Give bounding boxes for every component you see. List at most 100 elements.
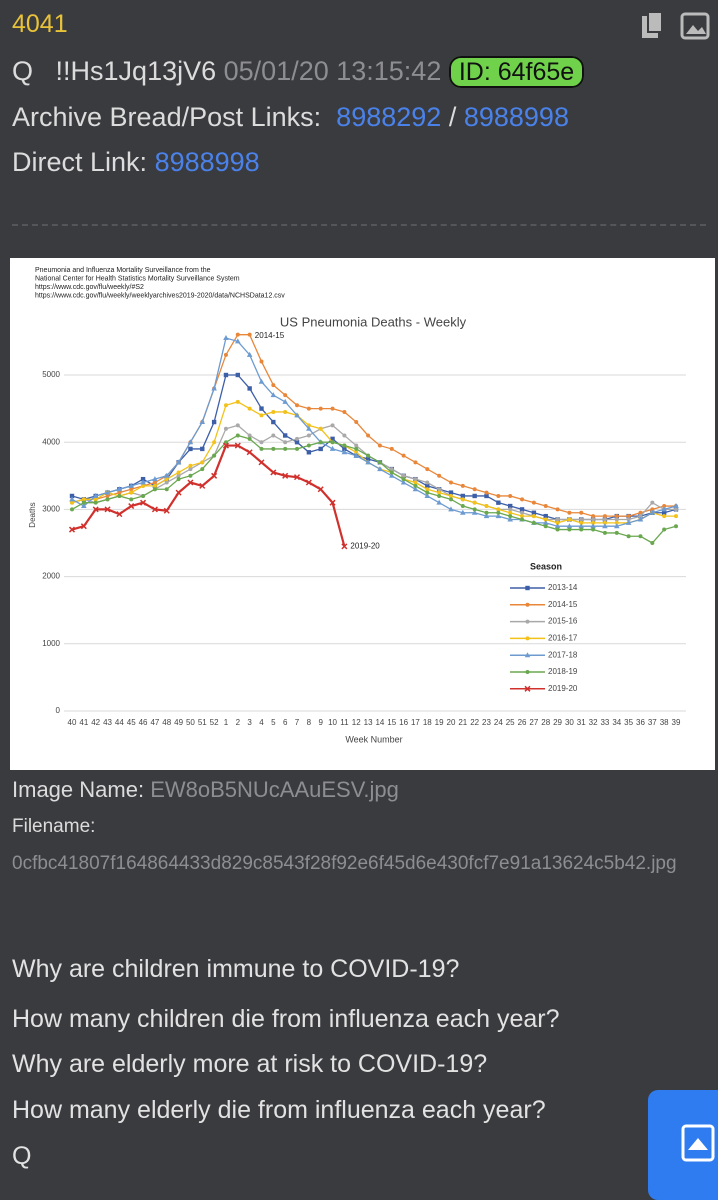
- point: [70, 500, 74, 505]
- legend-label: 2015-16: [548, 617, 578, 626]
- point: [140, 476, 146, 482]
- point: [626, 514, 631, 519]
- point: [93, 497, 98, 502]
- point: [305, 479, 312, 486]
- x-tick-label: 9: [318, 718, 323, 727]
- x-tick-label: 29: [553, 718, 562, 727]
- image-icon[interactable]: [680, 12, 710, 40]
- point: [271, 409, 276, 414]
- x-tick-label: 24: [494, 718, 503, 727]
- point: [542, 519, 549, 525]
- separator-line: [12, 224, 706, 226]
- point: [484, 493, 489, 499]
- point: [448, 493, 453, 498]
- point: [613, 523, 620, 529]
- point: [104, 489, 111, 495]
- point: [508, 507, 513, 512]
- chart-image[interactable]: Pneumonia and Influenza Mortality Survei…: [10, 258, 715, 770]
- point: [401, 473, 406, 478]
- point: [460, 509, 466, 515]
- point: [401, 453, 406, 458]
- point: [520, 497, 525, 502]
- point: [460, 504, 465, 509]
- point: [129, 490, 134, 495]
- x-tick-label: 51: [198, 718, 207, 727]
- point: [294, 440, 300, 445]
- point: [366, 453, 371, 458]
- legend-label: 2018-19: [548, 667, 578, 676]
- x-tick-label: 35: [624, 718, 633, 727]
- annotation: 2014-15: [255, 331, 285, 340]
- point: [188, 463, 193, 468]
- point: [342, 433, 347, 438]
- point: [543, 504, 548, 509]
- legend-label: 2017-18: [548, 650, 578, 659]
- point: [128, 482, 135, 488]
- chart-title: US Pneumonia Deaths - Weekly: [280, 314, 467, 329]
- point: [602, 520, 607, 525]
- x-tick-label: 39: [672, 718, 681, 727]
- point: [259, 440, 264, 445]
- archive-link[interactable]: 8988292: [336, 102, 442, 132]
- x-tick-label: 18: [423, 718, 432, 727]
- point: [472, 507, 477, 512]
- point: [377, 466, 383, 472]
- x-tick-label: 22: [470, 718, 479, 727]
- point: [413, 460, 418, 465]
- point: [164, 477, 169, 482]
- y-tick-label: 5000: [42, 370, 60, 379]
- point: [140, 479, 146, 485]
- point: [247, 436, 252, 441]
- scroll-button[interactable]: [648, 1090, 718, 1200]
- point: [602, 530, 607, 535]
- x-tick-label: 19: [435, 718, 444, 727]
- annotation: 2019-20: [350, 541, 380, 550]
- post-id[interactable]: ID: 64f65e: [448, 56, 585, 88]
- image-name[interactable]: EW8oB5NUcAAuESV.jpg: [150, 777, 399, 802]
- point: [342, 443, 347, 448]
- point: [437, 473, 442, 478]
- point: [295, 446, 300, 451]
- x-tick-label: 21: [458, 718, 467, 727]
- point: [354, 443, 359, 448]
- point: [567, 510, 572, 515]
- y-tick-label: 0: [56, 706, 61, 715]
- point: [117, 490, 122, 495]
- archive-link[interactable]: 8988998: [463, 102, 569, 132]
- point: [437, 493, 442, 498]
- point: [354, 420, 359, 425]
- point: [436, 499, 442, 505]
- point: [282, 433, 288, 438]
- point: [92, 492, 99, 498]
- point: [614, 517, 619, 522]
- point: [413, 480, 418, 485]
- point: [152, 480, 157, 485]
- x-tick-label: 2: [236, 718, 241, 727]
- point: [425, 487, 430, 492]
- point: [306, 450, 312, 455]
- point: [306, 443, 311, 448]
- x-tick-label: 34: [612, 718, 621, 727]
- x-tick-label: 17: [411, 718, 420, 727]
- y-tick-label: 4000: [42, 437, 60, 446]
- point: [377, 443, 382, 448]
- separator: /: [448, 102, 457, 132]
- direct-link[interactable]: 8988998: [154, 147, 260, 177]
- point: [306, 425, 312, 431]
- x-axis-label: Week Number: [345, 734, 402, 744]
- point: [437, 487, 442, 492]
- point: [246, 351, 253, 357]
- signature: Q: [12, 1142, 32, 1170]
- point: [81, 497, 86, 502]
- point: [508, 510, 513, 515]
- point: [235, 399, 240, 404]
- chart: Pneumonia and Influenza Mortality Survei…: [28, 267, 686, 744]
- point: [661, 506, 667, 512]
- x-tick-label: 42: [91, 718, 100, 727]
- point: [200, 467, 205, 472]
- x-tick-label: 7: [295, 718, 300, 727]
- legend-label: 2016-17: [548, 634, 578, 643]
- point: [365, 459, 371, 465]
- x-tick-label: 50: [186, 718, 195, 727]
